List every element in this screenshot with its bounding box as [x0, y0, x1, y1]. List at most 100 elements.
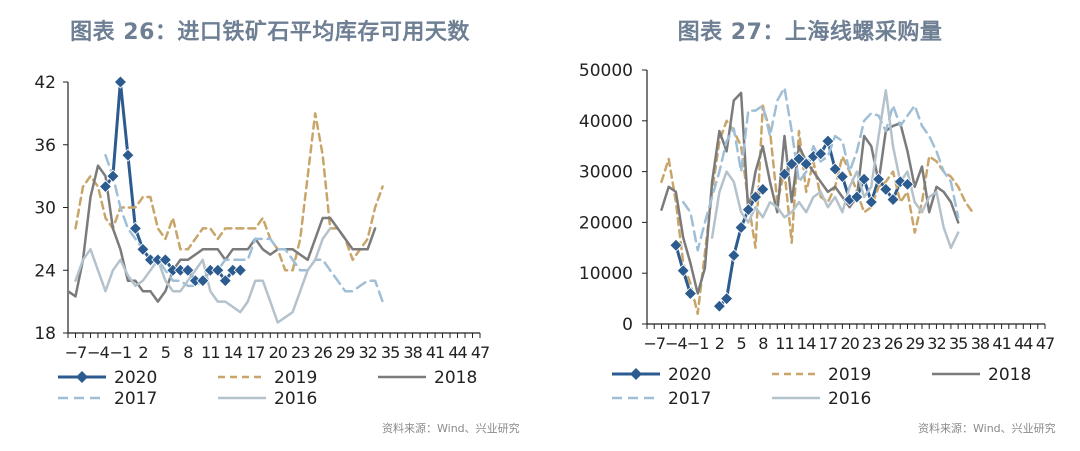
data-point-2020 [900, 177, 915, 191]
x-tick-label: 11 [775, 334, 793, 353]
data-point-2020 [196, 274, 210, 288]
x-tick-label: 2 [715, 334, 724, 353]
data-point-2020 [727, 248, 741, 262]
x-tick-label: 26 [884, 334, 903, 353]
data-point-2020 [864, 195, 878, 209]
legend-label-2019: 2019 [274, 368, 317, 388]
x-tick-label: 38 [971, 334, 990, 353]
legend-marker-2020 [76, 371, 88, 383]
data-point-2020 [712, 299, 726, 313]
chart-title: 图表 26：进口铁矿石平均库存可用天数 [70, 20, 470, 45]
series-line-2016 [710, 89, 960, 250]
x-tick-label: 47 [471, 343, 489, 362]
x-tick-label: −4 [665, 334, 687, 353]
legend-label-2016: 2016 [274, 389, 317, 409]
data-point-2020 [720, 292, 734, 306]
data-point-2020 [158, 253, 172, 267]
x-tick-label: 5 [736, 334, 745, 353]
chart-title: 图表 27：上海线螺采购量 [677, 20, 943, 45]
x-tick-label: 23 [862, 334, 880, 353]
source-note: 资料来源：Wind、兴业研究 [918, 422, 1056, 435]
data-point-2020 [676, 264, 690, 278]
data-point-2020 [814, 147, 828, 161]
y-tick-label: 36 [34, 136, 56, 156]
series-line-2019 [660, 104, 974, 316]
x-tick-label: 26 [314, 343, 333, 362]
x-tick-label: −7 [643, 334, 665, 353]
data-point-2020 [850, 190, 864, 204]
chart-panel-inventory-days: 图表 26：进口铁矿石平均库存可用天数 18 24 30 36 42 −7 −4 −1 2 5 8 1… [34, 20, 520, 435]
x-tick-label: 32 [358, 343, 376, 362]
legend-label-2018: 2018 [988, 365, 1031, 385]
x-tick-label: 32 [927, 334, 945, 353]
x-tick-label: 44 [448, 343, 467, 362]
data-point-2020 [821, 134, 835, 148]
series-line-2016 [74, 227, 332, 324]
data-point-2020 [734, 220, 748, 235]
chart-panel-rebar-purchase: 图表 27：上海线螺采购量 0 10000 20000 30000 40000 50000… [540, 0, 1080, 451]
x-tick-label: 44 [1014, 334, 1033, 353]
data-point-2020 [741, 203, 755, 217]
y-tick-label: 40000 [579, 112, 633, 132]
x-tick-label: −1 [110, 343, 132, 362]
x-tick-label: −1 [687, 334, 709, 353]
data-point-2020 [756, 182, 770, 196]
series-line-2017 [681, 86, 960, 252]
x-tick-label: −4 [87, 343, 109, 362]
legend-label-2018: 2018 [434, 368, 477, 388]
data-point-2020 [128, 221, 142, 235]
legend-label-2019: 2019 [828, 365, 871, 385]
x-tick-label: 8 [183, 343, 193, 362]
data-point-2020 [886, 192, 900, 207]
x-tick-label: 23 [291, 343, 309, 362]
y-tick-label: 50000 [579, 61, 633, 81]
x-tick-label: 38 [403, 343, 422, 362]
x-tick-label: 20 [269, 343, 288, 362]
chart-svg: 0 10000 20000 30000 40000 50000 −7 −4 −1 2 5 8 11 14 1… [579, 61, 1055, 409]
x-tick-label: 11 [201, 343, 219, 362]
data-point-2020 [857, 172, 871, 186]
series-line-2019 [74, 112, 384, 272]
x-tick-label: 35 [381, 343, 399, 362]
x-tick-label: 35 [949, 334, 967, 353]
x-tick-label: 17 [246, 343, 264, 362]
x-tick-label: 14 [224, 343, 243, 362]
data-point-2020 [106, 169, 120, 183]
x-tick-label: 20 [840, 334, 859, 353]
x-tick-label: 17 [819, 334, 837, 353]
y-tick-label: 30000 [579, 163, 633, 183]
y-tick-label: 18 [34, 324, 56, 344]
data-point-2020 [98, 180, 113, 194]
data-point-2020 [683, 286, 697, 301]
data-point-2020 [211, 263, 225, 277]
data-point-2020 [113, 75, 128, 89]
series-line-2018 [66, 164, 377, 303]
data-point-2020 [871, 172, 886, 186]
data-point-2020 [835, 170, 849, 184]
data-point-2020 [828, 162, 842, 176]
x-tick-label: 5 [161, 343, 170, 362]
source-note: 资料来源：Wind、兴业研究 [382, 422, 520, 435]
x-tick-label: −7 [65, 343, 87, 362]
legend-label-2017: 2017 [668, 389, 711, 409]
data-point-2020 [669, 238, 683, 252]
y-tick-label: 24 [34, 261, 56, 281]
data-point-2020 [181, 263, 195, 277]
y-tick-label: 0 [622, 315, 633, 335]
legend-marker-2020 [630, 368, 642, 380]
x-tick-label: 29 [336, 343, 355, 362]
data-point-2020 [233, 263, 247, 277]
legend-label-2017: 2017 [114, 389, 157, 409]
x-tick-label: 2 [138, 343, 147, 362]
x-tick-label: 8 [758, 334, 768, 353]
legend-label-2020: 2020 [668, 365, 711, 385]
x-tick-label: 41 [426, 343, 444, 362]
y-tick-label: 20000 [579, 213, 633, 233]
data-point-2020 [136, 242, 150, 256]
data-point-2020 [218, 274, 232, 288]
data-point-2020 [121, 148, 135, 162]
x-tick-label: 47 [1036, 334, 1054, 353]
y-tick-label: 10000 [579, 264, 633, 284]
data-point-2020 [799, 157, 813, 171]
